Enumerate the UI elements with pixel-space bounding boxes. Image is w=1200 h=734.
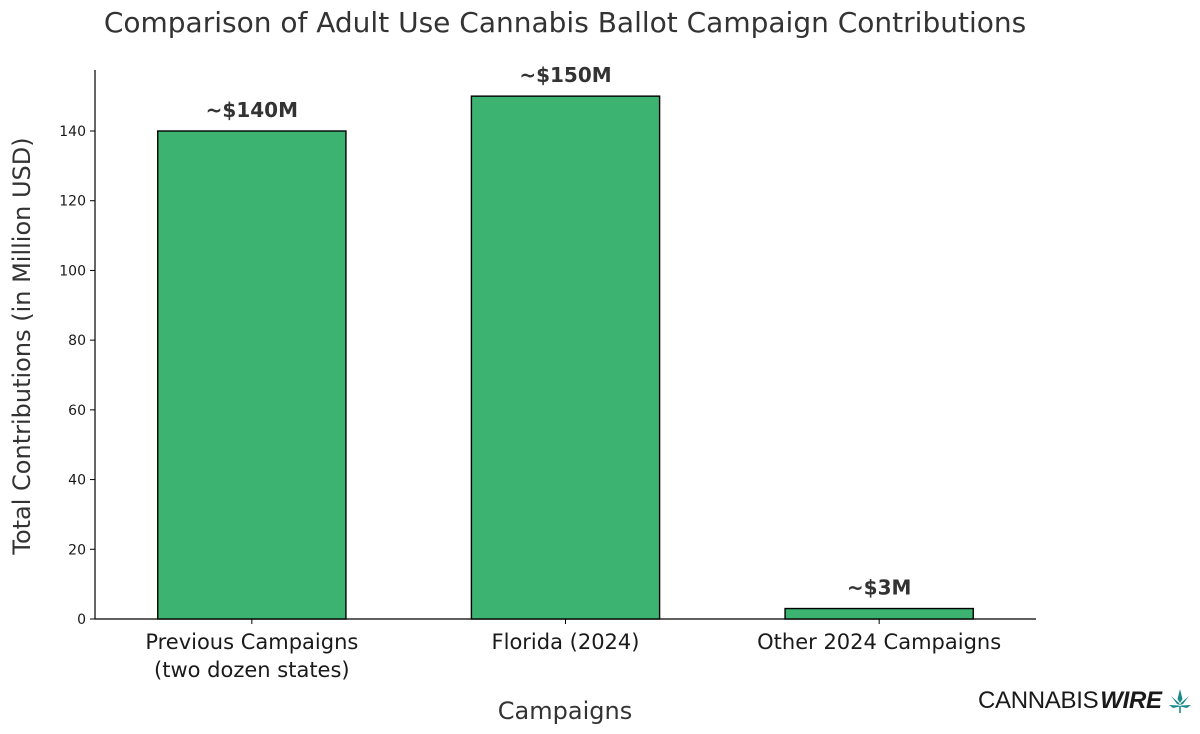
y-tick-label: 60 xyxy=(68,403,86,419)
x-tick-label: Other 2024 Campaigns xyxy=(757,630,1001,654)
y-tick-label: 40 xyxy=(68,473,86,489)
y-tick-label: 80 xyxy=(68,333,86,349)
plot-area: 0 20 40 60 80 100 120 140 ~$140M Previous Campaig… xyxy=(59,63,1036,682)
logo-text-wire: WIRE xyxy=(1100,687,1162,714)
y-tick-label: 140 xyxy=(59,124,86,140)
y-tick-label: 120 xyxy=(59,194,86,210)
bar-value-label: ~$150M xyxy=(519,63,611,87)
y-tick-label: 100 xyxy=(59,263,86,279)
x-axis-label: Campaigns xyxy=(498,697,632,725)
cannabiswire-logo: CANNABIS WIRE xyxy=(978,686,1192,716)
bar-value-label: ~$140M xyxy=(206,98,298,122)
x-tick-label: Previous Campaigns xyxy=(145,630,358,654)
y-tick-label: 0 xyxy=(77,612,86,628)
bar xyxy=(784,607,974,620)
y-tick-label: 20 xyxy=(68,542,86,558)
bar xyxy=(157,130,347,620)
cannabis-leaf-icon xyxy=(1168,689,1191,713)
logo-text-cannabis: CANNABIS xyxy=(978,687,1099,714)
y-axis-label: Total Contributions (in Million USD) xyxy=(8,137,36,555)
x-tick-label: (two dozen states) xyxy=(154,658,350,682)
bar xyxy=(470,95,661,620)
bar-value-label: ~$3M xyxy=(847,576,912,600)
chart-title: Comparison of Adult Use Cannabis Ballot … xyxy=(104,6,1026,39)
x-tick-label: Florida (2024) xyxy=(492,630,640,654)
